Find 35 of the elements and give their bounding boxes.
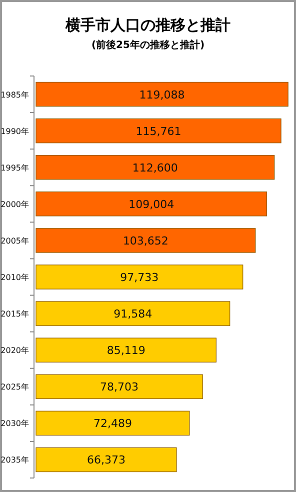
chart-subtitle: (前後25年の推移と推計): [91, 39, 205, 51]
y-tick-label: 2015年: [0, 310, 29, 319]
bar: [36, 155, 275, 180]
data-label: 72,489: [93, 417, 132, 430]
data-label: 66,373: [86, 454, 126, 467]
data-label: 97,733: [120, 271, 159, 284]
data-label: 115,761: [136, 124, 182, 138]
data-label: 85,119: [106, 344, 146, 358]
y-tick-label: 2025年: [0, 382, 29, 392]
data-label: 103,652: [122, 234, 168, 248]
y-tick-label: 2020年: [0, 346, 29, 356]
y-tick-label: 2030年: [0, 419, 29, 428]
y-tick-label: 2000年: [0, 200, 29, 209]
bar: [36, 82, 288, 107]
y-tick-label: 2010年: [0, 273, 29, 282]
bar: [36, 118, 282, 144]
data-label: 78,703: [100, 380, 139, 394]
bar: [36, 192, 268, 216]
y-tick-label: 2035年: [0, 456, 29, 465]
bar: [36, 301, 230, 326]
data-label: 112,600: [132, 161, 178, 174]
y-tick-label: 1985年: [0, 90, 29, 100]
y-tick-label: 1990年: [0, 126, 29, 136]
data-label: 119,088: [139, 88, 185, 102]
bar: [36, 264, 244, 290]
bar: [36, 374, 203, 399]
bar: [36, 410, 190, 436]
data-label: 109,004: [128, 198, 174, 211]
y-tick-label: 1995年: [0, 163, 29, 172]
bar: [36, 447, 177, 472]
bar: [36, 338, 216, 362]
bar: [36, 228, 256, 253]
data-label: 91,584: [114, 308, 152, 321]
chart-title: 横手市人口の推移と推計: [64, 16, 230, 34]
y-tick-label: 2005年: [0, 236, 29, 246]
